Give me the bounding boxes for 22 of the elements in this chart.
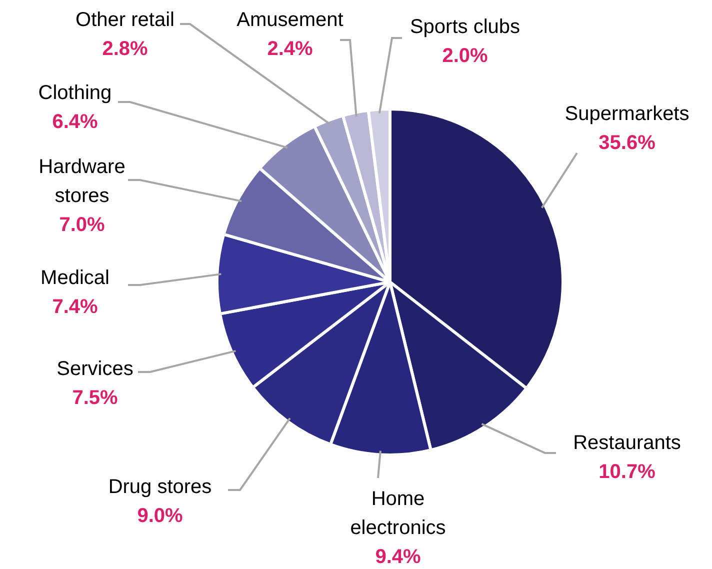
data-label: 2.4%	[267, 38, 314, 60]
slice-label: Hardware stores	[38, 156, 126, 207]
slice-label: Services	[56, 358, 134, 380]
data-label: 2.0%	[442, 45, 488, 67]
slice-label: Medical	[40, 267, 110, 289]
slice-label: Drug stores	[108, 476, 212, 498]
slice-label: Restaurants	[573, 432, 681, 454]
slice-label: Home electronics	[350, 488, 446, 539]
slice-label: Sports clubs	[410, 16, 520, 38]
slice-label: Amusement	[236, 9, 344, 31]
data-label: 10.7%	[598, 461, 656, 483]
data-label: 7.0%	[59, 214, 106, 236]
slice-label: Clothing	[38, 82, 112, 104]
data-label: 7.5%	[72, 387, 118, 409]
data-label: 9.4%	[375, 546, 422, 568]
slice-label: Other retail	[76, 9, 174, 31]
data-label: 9.0%	[137, 505, 184, 527]
data-label: 35.6%	[598, 132, 656, 154]
data-label: 2.8%	[102, 38, 148, 60]
data-label: 7.4%	[52, 296, 98, 318]
data-label: 6.4%	[52, 111, 98, 133]
slice-label: Supermarkets	[564, 103, 690, 125]
